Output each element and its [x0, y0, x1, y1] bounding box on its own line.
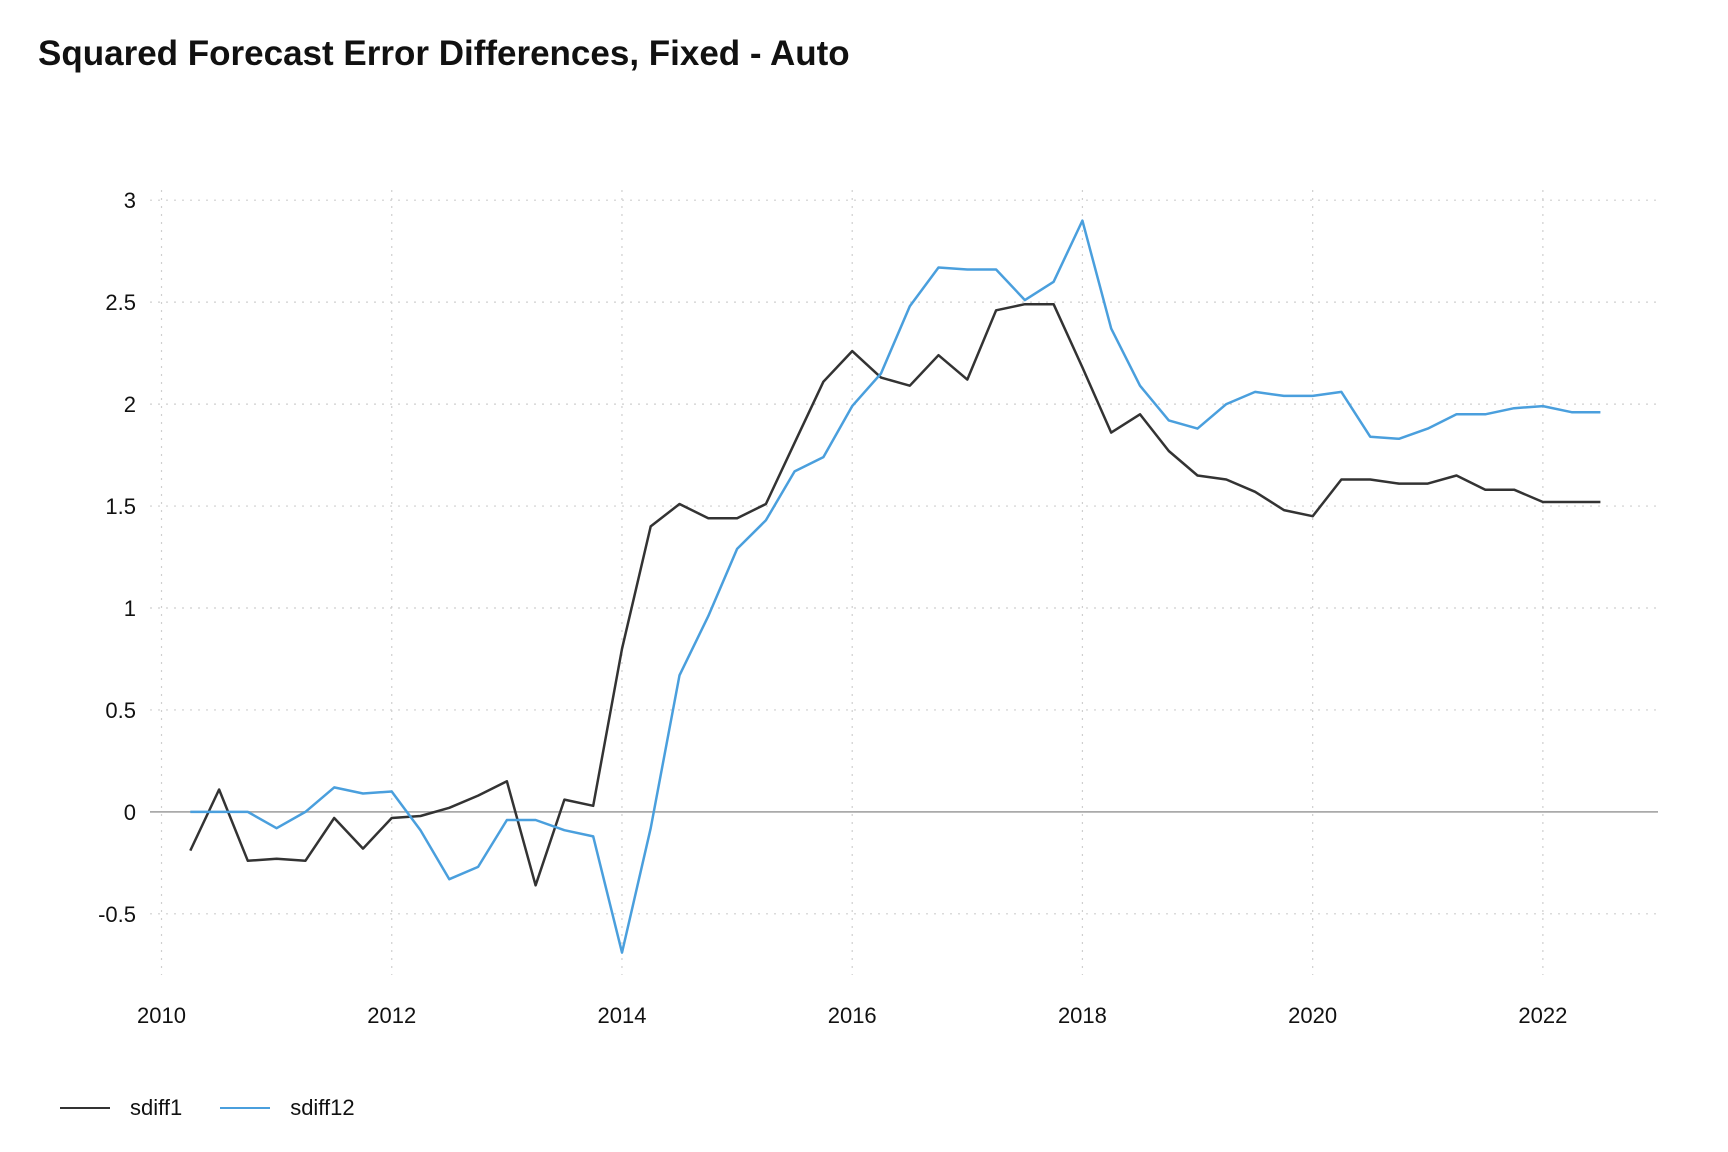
legend-item-sdiff12: sdiff12 — [220, 1095, 355, 1121]
x-axis-ticks: 2010 2012 2014 2016 2018 2020 2022 — [137, 1003, 1567, 1028]
series-line-sdiff12 — [190, 219, 1601, 954]
series-line-sdiff1 — [189, 302, 1601, 887]
legend-label-sdiff1: sdiff1 — [130, 1095, 183, 1120]
y-tick-label: 0 — [124, 800, 136, 825]
x-tick-label: 2022 — [1518, 1003, 1567, 1028]
chart-title: Squared Forecast Error Differences, Fixe… — [38, 34, 850, 73]
x-tick-label: 2020 — [1288, 1003, 1337, 1028]
y-tick-label: 3 — [124, 188, 136, 213]
x-tick-label: 2018 — [1058, 1003, 1107, 1028]
y-axis-ticks: -0.5 0 0.5 1 1.5 2 2.5 3 — [98, 188, 136, 927]
x-tick-label: 2012 — [367, 1003, 416, 1028]
legend-label-sdiff12: sdiff12 — [290, 1095, 355, 1120]
y-tick-label: 1.5 — [105, 494, 136, 519]
y-tick-label: -0.5 — [98, 902, 136, 927]
x-tick-label: 2010 — [137, 1003, 186, 1028]
y-tick-label: 1 — [124, 596, 136, 621]
y-tick-label: 2.5 — [105, 290, 136, 315]
x-tick-label: 2014 — [597, 1003, 646, 1028]
grid — [150, 190, 1658, 975]
legend-item-sdiff1: sdiff1 — [60, 1095, 182, 1121]
x-tick-label: 2016 — [828, 1003, 877, 1028]
legend-swatch-sdiff12 — [220, 1107, 271, 1109]
legend: sdiff1 sdiff12 — [60, 1095, 393, 1121]
y-tick-label: 0.5 — [105, 698, 136, 723]
y-tick-label: 2 — [124, 392, 136, 417]
legend-swatch-sdiff1 — [60, 1107, 110, 1109]
series-lines — [189, 219, 1601, 954]
